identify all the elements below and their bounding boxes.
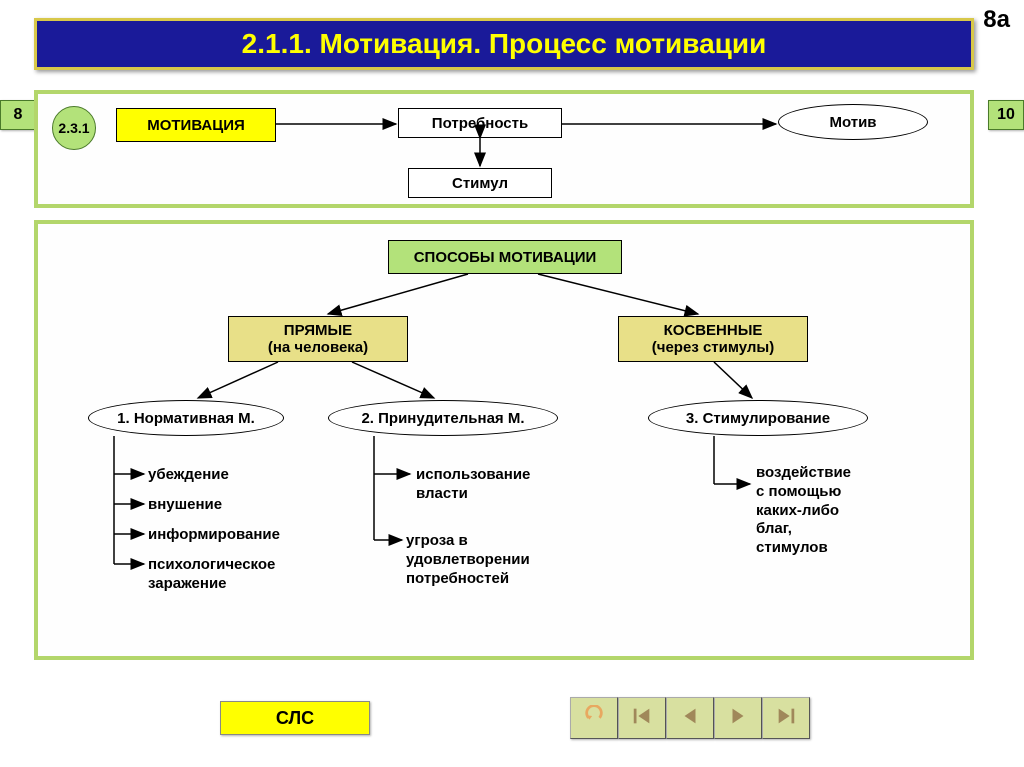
ellipse-m1: 1. Нормативная М.	[88, 400, 284, 436]
page-corner-label: 8а	[983, 6, 1010, 34]
m2-item-1: угроза в удовлетворении потребностей	[406, 532, 530, 588]
m1-item-0: убеждение	[148, 466, 229, 485]
box-need: Потребность	[398, 108, 562, 138]
m3-item-0: воздействие с помощью каких-либо благ, с…	[756, 464, 851, 558]
m1-item-3: психологическое заражение	[148, 556, 275, 594]
prev-icon	[679, 705, 701, 732]
nav-next-button[interactable]: 10	[988, 100, 1024, 130]
title-text: 2.1.1. Мотивация. Процесс мотивации	[242, 28, 767, 60]
last-icon	[775, 705, 797, 732]
nav-prev-button[interactable]: 8	[0, 100, 36, 130]
box-indirect: КОСВЕННЫЕ (через стимулы)	[618, 316, 808, 362]
ellipse-m2: 2. Принудительная М.	[328, 400, 558, 436]
nav-prev-label: 8	[14, 106, 23, 124]
box-stimulus: Стимул	[408, 168, 552, 198]
home-icon	[583, 705, 605, 732]
next-button[interactable]	[714, 697, 762, 739]
panel-process: 2.3.1 МОТИВАЦИЯ Потребность Мотив Стимул	[34, 90, 974, 208]
box-direct: ПРЯМЫЕ (на человека)	[228, 316, 408, 362]
last-button[interactable]	[762, 697, 810, 739]
first-icon	[631, 705, 653, 732]
prev-button[interactable]	[666, 697, 714, 739]
m2-item-0: использование власти	[416, 466, 530, 504]
next-icon	[727, 705, 749, 732]
panel-methods: СПОСОБЫ МОТИВАЦИИ ПРЯМЫЕ (на человека) К…	[34, 220, 974, 660]
bottom-bar: СЛС	[220, 697, 810, 739]
ellipse-motive: Мотив	[778, 104, 928, 140]
sls-button[interactable]: СЛС	[220, 701, 370, 735]
home-button[interactable]	[570, 697, 618, 739]
first-button[interactable]	[618, 697, 666, 739]
ellipse-m3: 3. Стимулирование	[648, 400, 868, 436]
m1-item-2: информирование	[148, 526, 280, 545]
title-bar: 2.1.1. Мотивация. Процесс мотивации	[34, 18, 974, 70]
m1-item-1: внушение	[148, 496, 222, 515]
box-methods-root: СПОСОБЫ МОТИВАЦИИ	[388, 240, 622, 274]
box-motivation: МОТИВАЦИЯ	[116, 108, 276, 142]
nav-next-label: 10	[997, 106, 1015, 124]
ref-circle[interactable]: 2.3.1	[52, 106, 96, 150]
